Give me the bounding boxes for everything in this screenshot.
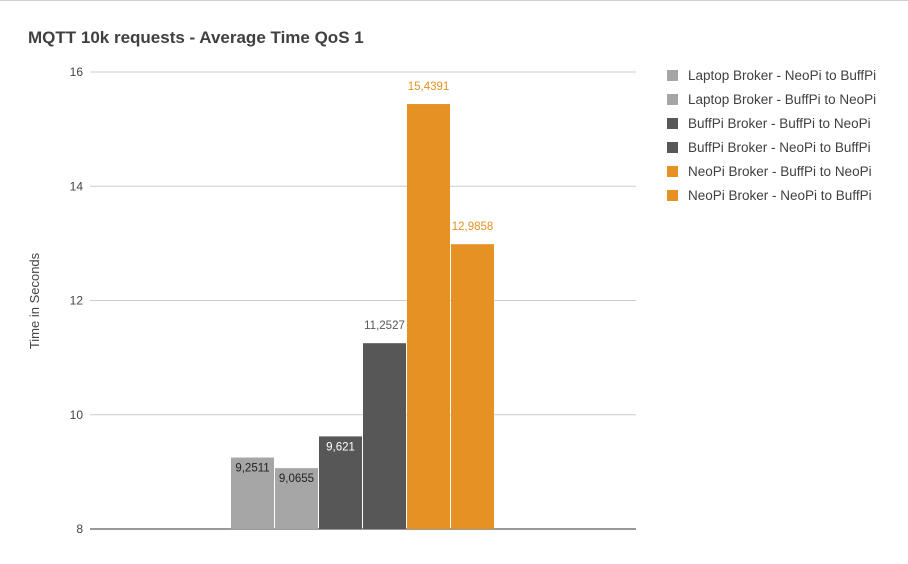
legend-label: BuffPi Broker - NeoPi to BuffPi xyxy=(688,139,871,155)
data-label: 11,2527 xyxy=(364,320,405,332)
bar xyxy=(319,436,362,529)
legend-label: Laptop Broker - NeoPi to BuffPi xyxy=(688,67,877,83)
legend-label: NeoPi Broker - BuffPi to NeoPi xyxy=(688,163,872,179)
legend-label: Laptop Broker - BuffPi to NeoPi xyxy=(688,91,877,107)
legend-item: NeoPi Broker - NeoPi to BuffPi xyxy=(667,183,876,207)
y-tick-label: 10 xyxy=(70,408,84,422)
legend-swatch xyxy=(667,165,678,177)
legend-item: NeoPi Broker - BuffPi to NeoPi xyxy=(667,159,876,183)
y-tick-label: 8 xyxy=(76,522,83,536)
legend-item: BuffPi Broker - BuffPi to NeoPi xyxy=(667,111,876,135)
bar xyxy=(231,457,274,529)
legend-swatch xyxy=(667,69,678,81)
legend: Laptop Broker - NeoPi to BuffPi Laptop Br… xyxy=(667,63,876,207)
y-tick-label: 16 xyxy=(70,65,84,79)
y-tick-label: 14 xyxy=(70,179,84,193)
data-label: 9,2511 xyxy=(235,463,269,475)
data-label: 9,0655 xyxy=(279,473,314,485)
bar xyxy=(275,468,318,529)
bar xyxy=(451,244,494,530)
y-tick-label: 12 xyxy=(70,294,84,308)
legend-swatch xyxy=(667,141,678,153)
data-label: 12,9858 xyxy=(452,221,494,233)
bar xyxy=(363,343,406,529)
legend-swatch xyxy=(667,117,678,129)
y-axis-label: Time in Seconds xyxy=(27,252,42,349)
legend-item: Laptop Broker - NeoPi to BuffPi xyxy=(667,63,876,87)
chart-title: MQTT 10k requests - Average Time QoS 1 xyxy=(28,28,364,47)
legend-label: NeoPi Broker - NeoPi to BuffPi xyxy=(688,187,872,203)
legend-swatch xyxy=(667,189,678,201)
data-label: 9,621 xyxy=(326,441,355,453)
legend-item: Laptop Broker - BuffPi to NeoPi xyxy=(667,87,876,111)
legend-item: BuffPi Broker - NeoPi to BuffPi xyxy=(667,135,876,159)
legend-label: BuffPi Broker - BuffPi to NeoPi xyxy=(688,115,871,131)
data-label: 15,4391 xyxy=(408,81,450,93)
bar xyxy=(407,104,450,529)
legend-swatch xyxy=(667,93,678,105)
